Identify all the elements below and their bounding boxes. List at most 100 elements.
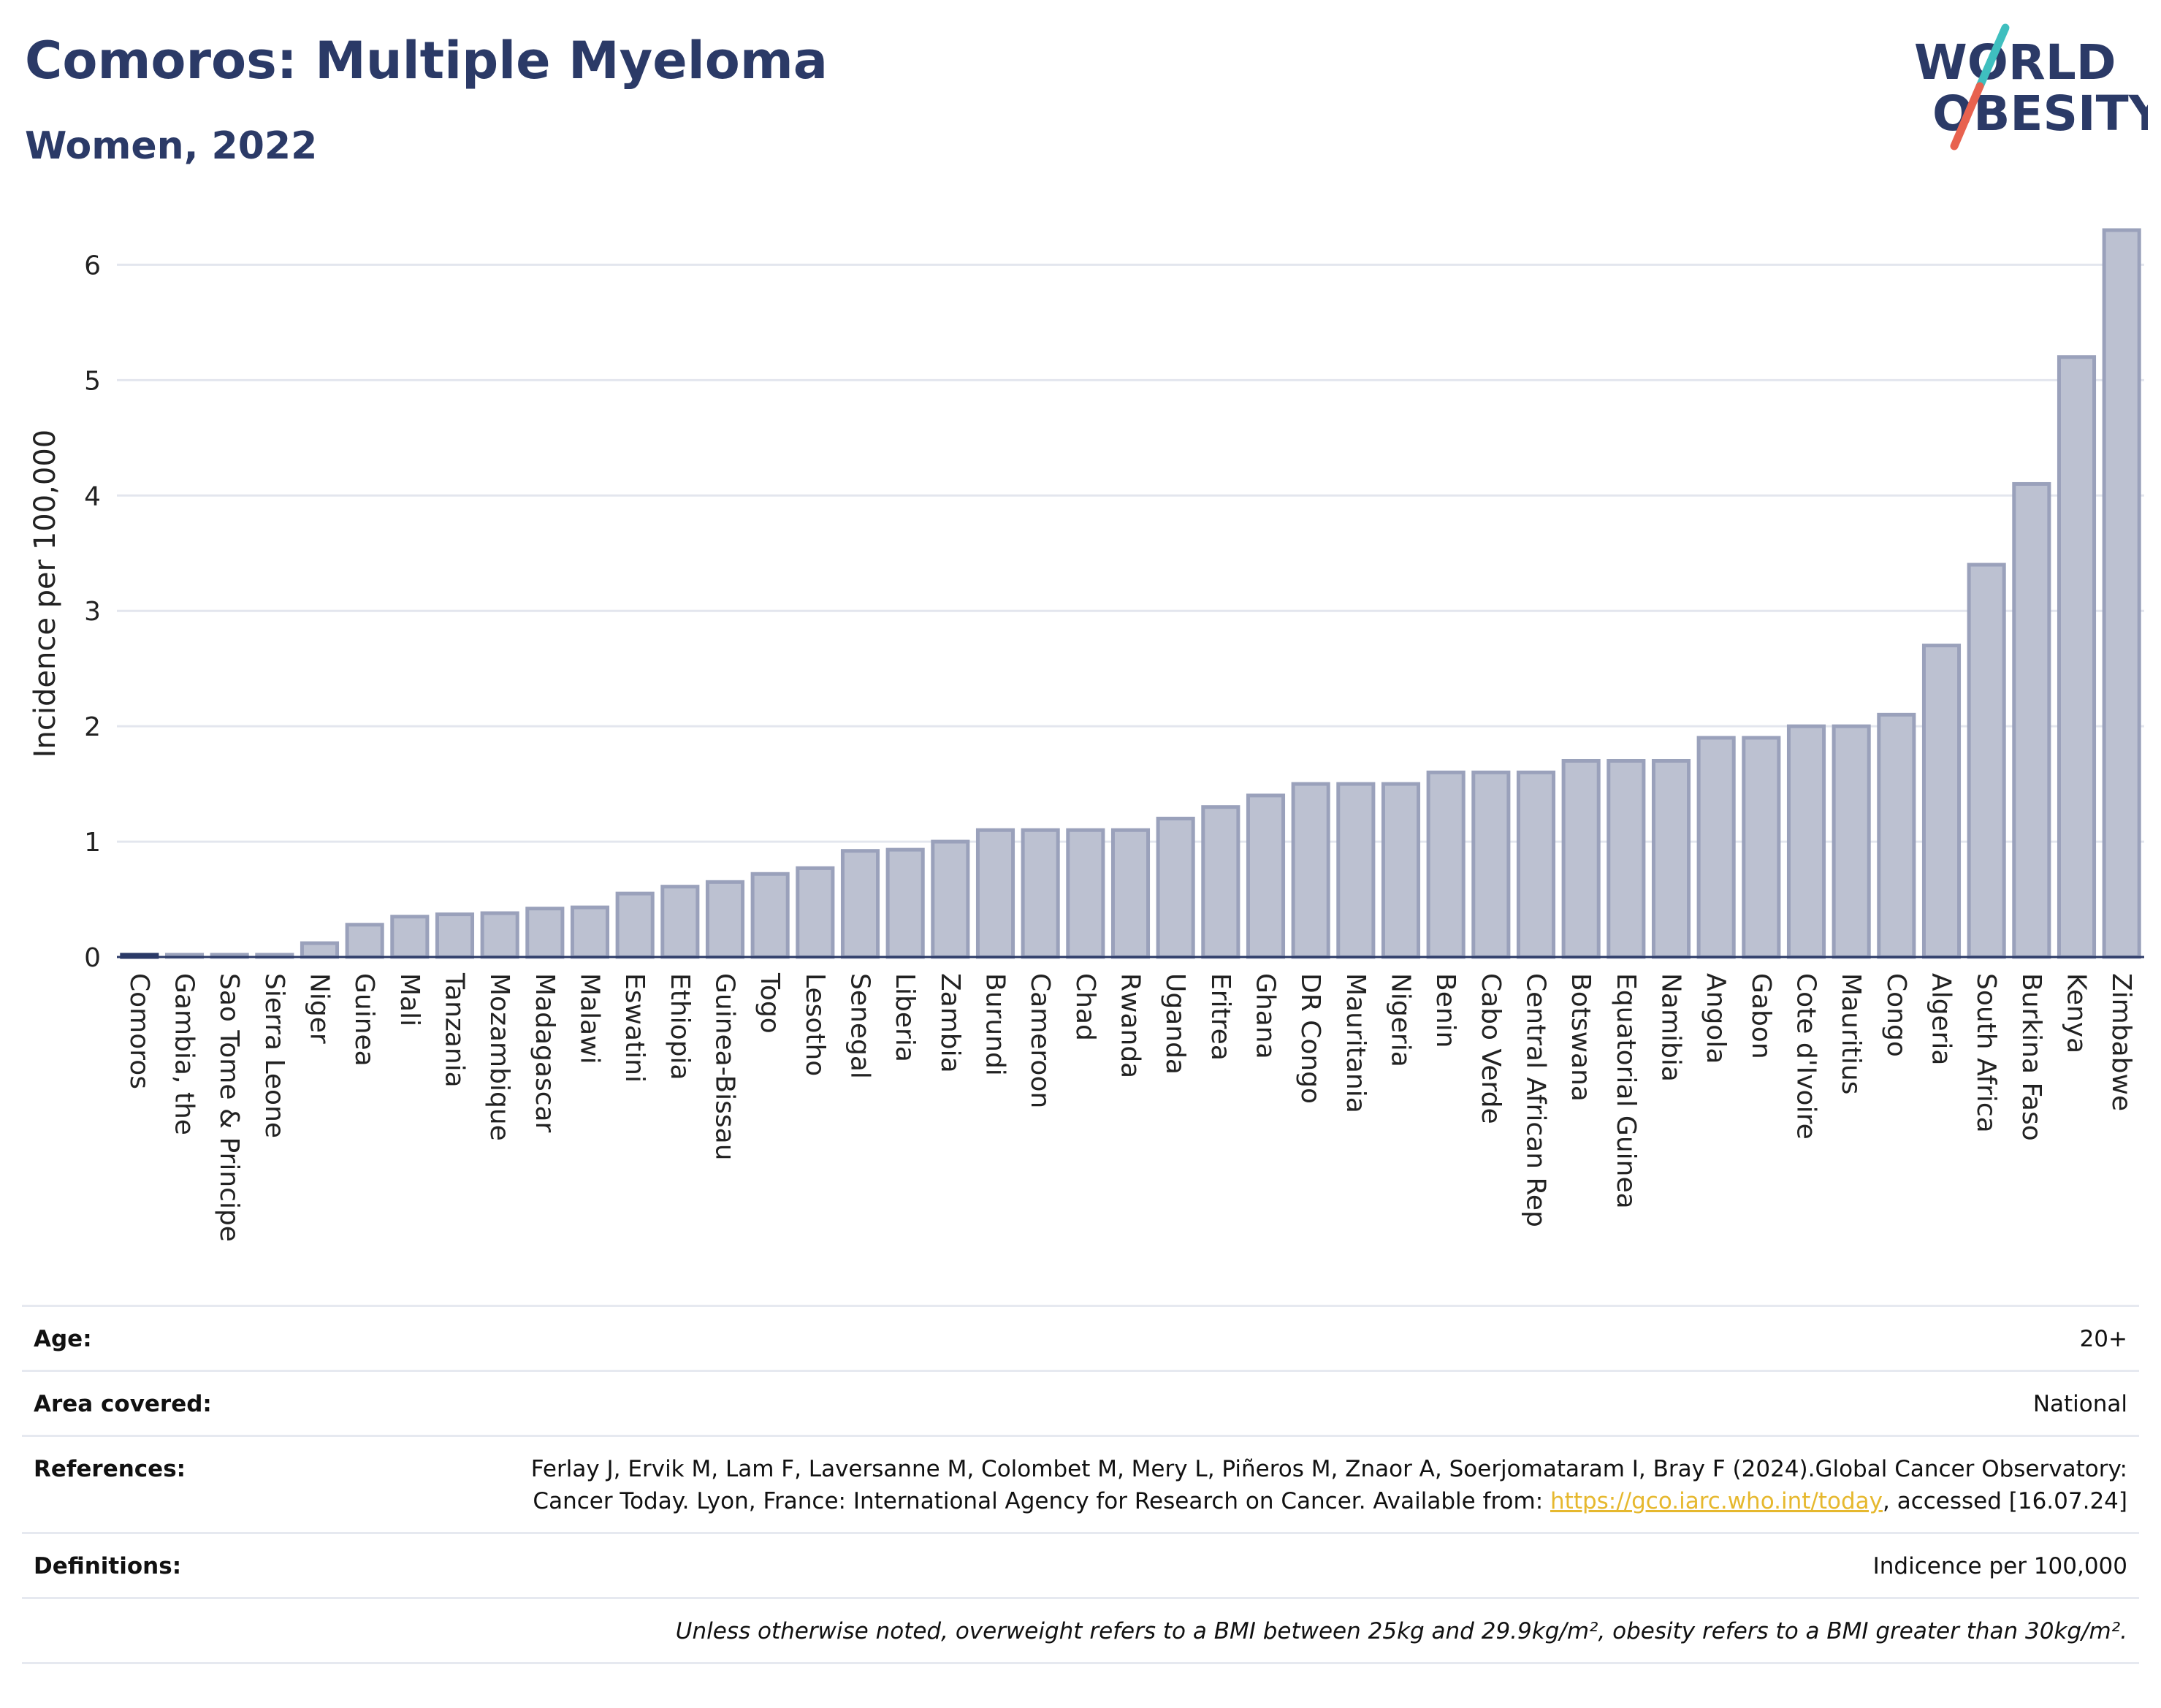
x-tick-label: Mauritius — [1836, 973, 1866, 1094]
x-tick-label: Ethiopia — [665, 973, 695, 1080]
x-tick-label: Mali — [395, 973, 424, 1026]
bar-rwanda — [1110, 828, 1151, 959]
bar-ethiopia — [660, 885, 700, 959]
x-tick-label: Equatorial Guinea — [1611, 973, 1641, 1209]
x-tick-label: Algeria — [1926, 973, 1956, 1066]
bar-chad — [1066, 828, 1105, 959]
bar-gabon — [1742, 736, 1781, 959]
y-tick-label: 0 — [84, 943, 101, 973]
y-axis-label: Incidence per 100,000 — [28, 430, 62, 758]
logo-slash-red — [1950, 82, 1984, 150]
bar-senegal — [840, 849, 880, 959]
x-tick-label: Mauritania — [1341, 973, 1371, 1113]
area-value: National — [2032, 1391, 2127, 1417]
x-tick-label: Sierra Leone — [259, 973, 289, 1138]
info-row-references: References: Ferlay J, Ervik M, Lam F, La… — [22, 1435, 2139, 1532]
x-tick-label: Ghana — [1251, 973, 1281, 1059]
x-tick-label: DR Congo — [1295, 973, 1325, 1104]
info-row-age: Age: 20+ — [22, 1305, 2139, 1370]
area-label: Area covered: — [34, 1391, 212, 1417]
x-tick-label: Rwanda — [1116, 973, 1146, 1078]
x-tick-label: Togo — [755, 972, 785, 1034]
references-suffix: , accessed [16.07.24] — [1882, 1488, 2127, 1514]
bar-mauritius — [1832, 724, 1871, 959]
logo-text-world: WORLD — [1914, 34, 2116, 91]
x-tick-label: Mozambique — [484, 973, 514, 1141]
x-tick-label: Central African Rep — [1521, 973, 1551, 1227]
references-link[interactable]: https://gco.iarc.who.int/today — [1550, 1488, 1883, 1514]
age-label: Age: — [34, 1326, 92, 1352]
x-tick-label: Comoros — [124, 973, 154, 1089]
bar-lesotho — [796, 866, 835, 959]
bar-equatorial-guinea — [1607, 759, 1646, 959]
x-tick-label: Tanzania — [440, 972, 470, 1088]
info-row-area: Area covered: National — [22, 1370, 2139, 1435]
bar-dr-congo — [1291, 782, 1330, 959]
x-tick-label: Congo — [1881, 973, 1911, 1057]
bar-central-african-rep — [1516, 770, 1556, 959]
bar-south-africa — [1967, 563, 2006, 959]
bar-zimbabwe — [2102, 228, 2141, 959]
x-tick-label: Senegal — [845, 973, 875, 1079]
bar-cabo-verde — [1471, 770, 1511, 959]
bar-burkina-faso — [2012, 481, 2051, 959]
x-tick-label: Guinea-Bissau — [710, 973, 740, 1161]
bar-zambia — [931, 839, 970, 959]
x-tick-label: Gambia, the — [169, 973, 199, 1135]
x-tick-label: Chad — [1070, 973, 1100, 1041]
bar-uganda — [1156, 816, 1195, 959]
x-tick-label: Benin — [1430, 973, 1460, 1048]
y-tick-labels: 0 1 2 3 4 5 6 — [84, 251, 101, 973]
bar-chart: 0 1 2 3 4 5 6 Comoros Gambia, the Sao Tome & Pri… — [28, 228, 2144, 1242]
page-title: Comoros: Multiple Myeloma — [25, 31, 828, 91]
x-tick-label: Gabon — [1746, 973, 1776, 1059]
age-value: 20+ — [2079, 1326, 2127, 1352]
x-tick-label: Niger — [305, 973, 335, 1044]
bar-eritrea — [1201, 805, 1240, 959]
logo-slash-teal — [1975, 23, 2010, 91]
x-tick-label: Lesotho — [800, 973, 830, 1076]
bar-niger — [300, 941, 340, 959]
bar-benin — [1426, 770, 1466, 959]
x-tick-label: Cameroon — [1025, 973, 1055, 1108]
definitions-label: Definitions: — [34, 1553, 182, 1579]
y-tick-label: 5 — [84, 366, 101, 396]
x-tick-label: Sao Tome & Principe — [214, 973, 244, 1242]
bar-madagascar — [525, 907, 565, 959]
y-tick-label: 3 — [84, 597, 101, 627]
bar-kenya — [2057, 355, 2097, 959]
x-tick-label: Eritrea — [1205, 973, 1235, 1061]
bars — [117, 228, 2144, 959]
x-tick-label: Zimbabwe — [2106, 973, 2136, 1111]
definitions-value: Indicence per 100,000 — [1872, 1553, 2127, 1579]
x-tick-label: Guinea — [349, 973, 379, 1067]
references-value: Ferlay J, Ervik M, Lam F, Laversanne M, … — [484, 1453, 2127, 1517]
bar-malawi — [570, 905, 610, 959]
bar-algeria — [1921, 644, 1962, 959]
info-row-definitions: Definitions: Indicence per 100,000 — [22, 1532, 2139, 1597]
x-tick-label: Burundi — [980, 973, 1010, 1076]
info-table: Age: 20+ Area covered: National Referenc… — [22, 1305, 2139, 1664]
world-obesity-logo: WORLD OBESITY — [1914, 23, 2148, 150]
bar-burundi — [975, 828, 1015, 959]
x-tick-label: Botswana — [1566, 973, 1596, 1102]
x-tick-label: Uganda — [1160, 973, 1190, 1075]
bmi-note: Unless otherwise noted, overweight refer… — [675, 1618, 2127, 1644]
x-tick-label: Angola — [1701, 973, 1731, 1064]
bar-congo — [1877, 712, 1916, 959]
references-text: Ferlay J, Ervik M, Lam F, Laversanne M, … — [530, 1456, 2127, 1514]
bar-liberia — [885, 847, 925, 959]
bar-guinea — [345, 923, 384, 959]
y-tick-label: 2 — [84, 712, 101, 742]
bar-mauritania — [1336, 782, 1376, 959]
bar-cote-d-ivoire — [1786, 724, 1826, 959]
bar-nigeria — [1381, 782, 1421, 959]
bar-mozambique — [480, 911, 519, 959]
x-tick-label: Liberia — [890, 973, 920, 1062]
x-tick-label: Zambia — [935, 973, 965, 1073]
x-tick-label: Eswatini — [620, 973, 649, 1083]
x-tick-label: Cabo Verde — [1476, 973, 1506, 1124]
references-label: References: — [34, 1456, 186, 1482]
x-tick-label: Nigeria — [1386, 973, 1416, 1067]
bar-eswatini — [615, 891, 655, 959]
